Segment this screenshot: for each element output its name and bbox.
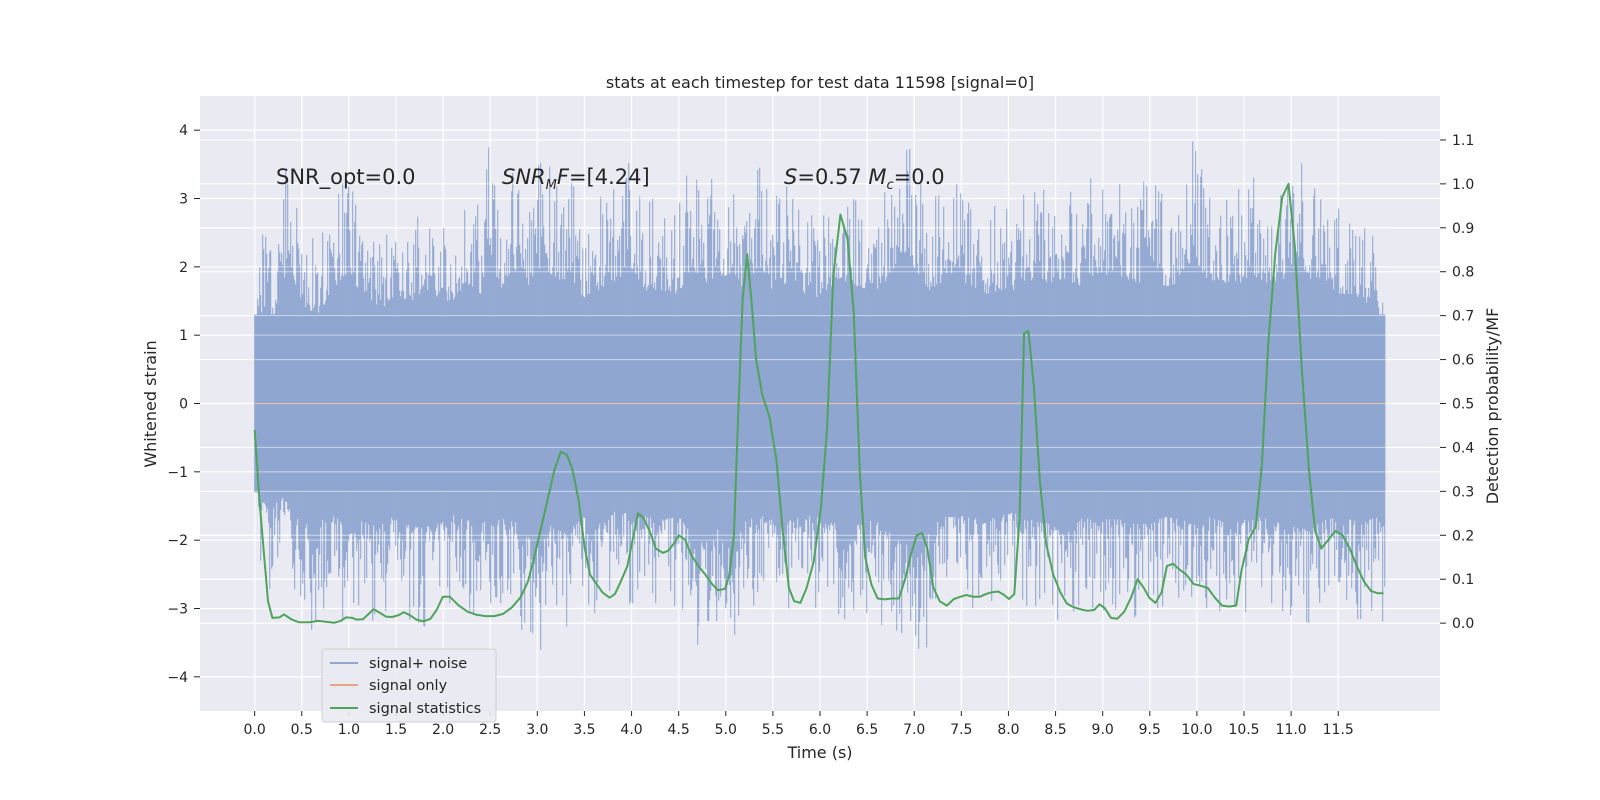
x-tick-label: 5.5 [762,722,784,738]
x-tick-label: 0.0 [244,722,266,738]
y-left-tick-label: 1 [179,328,188,344]
y-right-tick-label: 0.6 [1452,353,1474,369]
x-tick-label: 6.0 [809,722,831,738]
x-tick-label: 3.0 [526,722,548,738]
x-tick-label: 10.5 [1228,722,1259,738]
y-right-tick-label: 0.0 [1452,616,1474,632]
x-tick-label: 0.5 [291,722,313,738]
chart-title: stats at each timestep for test data 115… [606,73,1034,92]
left-y-axis-ticks: −4 −3 −2 −1 0 1 2 3 4 [167,123,200,686]
y-right-tick-label: 0.4 [1452,440,1474,456]
y-right-tick-label: 0.7 [1452,309,1474,325]
y-right-tick-label: 1.1 [1452,133,1474,149]
y-left-tick-label: −3 [167,602,188,618]
y-left-tick-label: −1 [167,465,188,481]
y-right-tick-label: 0.8 [1452,265,1474,281]
legend-box [321,648,497,723]
x-tick-label: 6.5 [856,722,878,738]
x-tick-label: 8.0 [997,722,1019,738]
y-left-tick-label: 0 [179,397,188,413]
y-left-tick-label: 2 [179,260,188,276]
legend-label-signal-noise: signal+ noise [369,656,467,672]
x-tick-label: 4.5 [668,722,690,738]
statistics-series-layer [253,182,1384,624]
x-tick-label: 2.5 [479,722,501,738]
y-right-tick-label: 0.5 [1452,397,1474,413]
y-right-tick-label: 0.1 [1452,572,1474,588]
y-left-tick-label: −4 [167,670,188,686]
right-y-axis-label: Detection probability/MF [1483,308,1502,505]
x-tick-label: 8.5 [1044,722,1066,738]
annotations: SNR_opt=0.0 SNRMF=[4.24] S=0.57 Mc=0.0 [276,165,945,193]
y-right-tick-label: 0.3 [1452,484,1474,500]
annotation-snr-opt: SNR_opt=0.0 [276,165,416,190]
y-left-tick-label: −2 [167,533,188,549]
x-tick-label: 1.5 [385,722,407,738]
x-tick-label: 5.0 [715,722,737,738]
x-tick-label: 2.0 [432,722,454,738]
legend-label-signal-only: signal only [369,678,448,694]
x-tick-label: 4.0 [620,722,642,738]
x-tick-label: 3.5 [573,722,595,738]
right-y-axis-ticks: 0.0 0.1 0.2 0.3 0.4 0.5 0.6 0.7 0.8 0.9 1.0 1.1 [1440,133,1474,632]
annotation-snr-mf: SNRMF=[4.24] [502,165,650,193]
x-tick-label: 9.0 [1092,722,1114,738]
x-axis-label: Time (s) [786,743,852,762]
left-y-axis-label: Whitened strain [141,340,160,467]
y-right-tick-label: 1.0 [1452,177,1474,193]
x-tick-label: 11.0 [1276,722,1307,738]
y-right-tick-label: 0.9 [1452,221,1474,237]
x-tick-label: 9.5 [1139,722,1161,738]
legend-label-signal-statistics: signal statistics [369,701,481,717]
x-tick-label: 1.0 [338,722,360,738]
x-tick-label: 10.0 [1181,722,1212,738]
series-signal-statistics [253,182,1384,624]
y-left-tick-label: 4 [179,123,188,139]
legend: signal+ noise signal only signal statist… [321,648,497,723]
x-axis-ticks: 0.0 0.5 1.0 1.5 2.0 2.5 3.0 3.5 4.0 4.5 5.0 5.5 6.0 6… [244,711,1354,738]
x-tick-label: 7.5 [950,722,972,738]
y-right-tick-label: 0.2 [1452,528,1474,544]
x-tick-label: 11.5 [1323,722,1354,738]
x-tick-label: 7.0 [903,722,925,738]
y-left-tick-label: 3 [179,192,188,208]
annotation-s-mc: S=0.57 Mc=0.0 [784,165,945,193]
